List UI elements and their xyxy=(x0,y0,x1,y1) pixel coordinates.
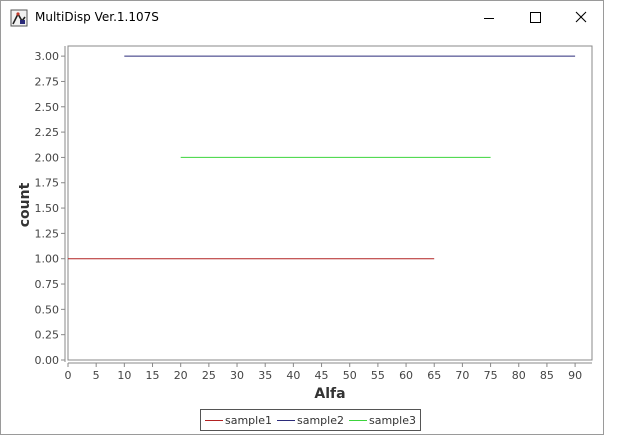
y-tick-label: 0.50 xyxy=(35,303,60,316)
x-tick-label: 60 xyxy=(399,369,413,382)
legend-item-sample3: sample3 xyxy=(349,414,416,427)
app-logo-icon xyxy=(10,9,28,27)
y-tick-label: 0.00 xyxy=(35,354,60,367)
close-button[interactable] xyxy=(558,1,604,34)
y-tick-label: 1.75 xyxy=(35,177,60,190)
x-tick-label: 20 xyxy=(174,369,188,382)
x-axis-label: Alfa xyxy=(314,386,345,402)
x-tick-label: 25 xyxy=(202,369,216,382)
legend-swatch xyxy=(277,419,295,421)
legend-item-sample1: sample1 xyxy=(205,414,272,427)
y-axis-label: count xyxy=(17,182,33,227)
maximize-icon xyxy=(530,12,541,23)
window-title: MultiDisp Ver.1.107S xyxy=(35,10,159,24)
x-tick-label: 10 xyxy=(117,369,131,382)
x-tick-label: 75 xyxy=(484,369,498,382)
y-tick-label: 0.75 xyxy=(35,278,60,291)
y-tick-label: 2.00 xyxy=(35,151,60,164)
legend-item-sample2: sample2 xyxy=(277,414,344,427)
x-tick-label: 30 xyxy=(230,369,244,382)
y-tick-label: 1.25 xyxy=(35,227,60,240)
y-tick-label: 0.25 xyxy=(35,329,60,342)
x-tick-label: 80 xyxy=(512,369,526,382)
x-tick-label: 45 xyxy=(315,369,329,382)
maximize-button[interactable] xyxy=(512,1,558,34)
x-tick-label: 55 xyxy=(371,369,385,382)
title-bar[interactable]: MultiDisp Ver.1.107S xyxy=(1,1,603,34)
x-tick-label: 35 xyxy=(258,369,272,382)
x-tick-label: 50 xyxy=(343,369,357,382)
minimize-button[interactable] xyxy=(466,1,512,34)
y-tick-label: 3.00 xyxy=(35,50,60,63)
y-tick-label: 1.00 xyxy=(35,253,60,266)
legend-swatch xyxy=(205,419,223,421)
legend-label: sample3 xyxy=(369,413,416,427)
y-tick-label: 2.50 xyxy=(35,101,60,114)
x-tick-label: 15 xyxy=(146,369,160,382)
y-tick-label: 2.25 xyxy=(35,126,60,139)
x-tick-label: 40 xyxy=(286,369,300,382)
legend-label: sample1 xyxy=(225,413,272,427)
x-tick-label: 65 xyxy=(427,369,441,382)
chart: 0.00 0.25 0.50 0.75 1.00 1.25 1.50 1.75 2.00 2.25… xyxy=(17,45,593,402)
plot-area xyxy=(67,45,593,361)
x-tick-label: 70 xyxy=(455,369,469,382)
minimize-icon xyxy=(484,18,494,19)
x-tick-label: 90 xyxy=(568,369,582,382)
y-tick-label: 2.75 xyxy=(35,75,60,88)
close-icon xyxy=(575,11,587,23)
y-tick-label: 1.50 xyxy=(35,202,60,215)
x-tick-label: 5 xyxy=(93,369,100,382)
x-tick-label: 85 xyxy=(540,369,554,382)
x-tick-label: 0 xyxy=(65,369,72,382)
legend-swatch xyxy=(349,419,367,421)
legend-label: sample2 xyxy=(297,413,344,427)
chart-legend: sample1 sample2 sample3 xyxy=(200,409,421,431)
